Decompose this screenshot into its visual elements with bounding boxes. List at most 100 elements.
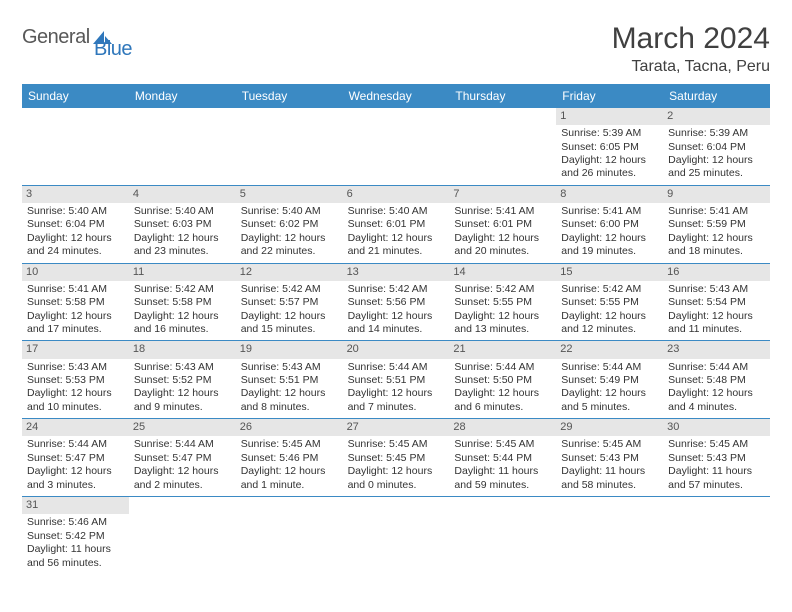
empty-cell: [22, 108, 129, 185]
empty-cell: [236, 497, 343, 574]
empty-cell: [343, 108, 450, 185]
day-cell: 14Sunrise: 5:42 AMSunset: 5:55 PMDayligh…: [449, 264, 556, 341]
day-cell: 31Sunrise: 5:46 AMSunset: 5:42 PMDayligh…: [22, 497, 129, 574]
day-number: 23: [663, 341, 770, 358]
day-of-week-header: SundayMondayTuesdayWednesdayThursdayFrid…: [22, 85, 770, 108]
sunset-text: Sunset: 5:47 PM: [134, 452, 231, 465]
week-row: 31Sunrise: 5:46 AMSunset: 5:42 PMDayligh…: [22, 497, 770, 574]
sunset-text: Sunset: 5:49 PM: [561, 374, 658, 387]
daylight-text-2: and 15 minutes.: [241, 323, 338, 336]
daylight-text-1: Daylight: 12 hours: [668, 154, 765, 167]
sunset-text: Sunset: 5:51 PM: [241, 374, 338, 387]
sunrise-text: Sunrise: 5:43 AM: [134, 361, 231, 374]
daylight-text-2: and 56 minutes.: [27, 557, 124, 570]
daylight-text-2: and 3 minutes.: [27, 479, 124, 492]
day-number: 28: [449, 419, 556, 436]
daylight-text-2: and 22 minutes.: [241, 245, 338, 258]
sunrise-text: Sunrise: 5:44 AM: [348, 361, 445, 374]
sunset-text: Sunset: 5:46 PM: [241, 452, 338, 465]
day-cell: 27Sunrise: 5:45 AMSunset: 5:45 PMDayligh…: [343, 419, 450, 496]
daylight-text-2: and 13 minutes.: [454, 323, 551, 336]
day-number: 20: [343, 341, 450, 358]
daylight-text-2: and 7 minutes.: [348, 401, 445, 414]
sunrise-text: Sunrise: 5:41 AM: [668, 205, 765, 218]
sunset-text: Sunset: 6:01 PM: [348, 218, 445, 231]
sunset-text: Sunset: 5:53 PM: [27, 374, 124, 387]
daylight-text-1: Daylight: 12 hours: [561, 387, 658, 400]
day-cell: 13Sunrise: 5:42 AMSunset: 5:56 PMDayligh…: [343, 264, 450, 341]
day-cell: 7Sunrise: 5:41 AMSunset: 6:01 PMDaylight…: [449, 186, 556, 263]
day-cell: 20Sunrise: 5:44 AMSunset: 5:51 PMDayligh…: [343, 341, 450, 418]
sunset-text: Sunset: 5:42 PM: [27, 530, 124, 543]
day-cell: 17Sunrise: 5:43 AMSunset: 5:53 PMDayligh…: [22, 341, 129, 418]
daylight-text-2: and 57 minutes.: [668, 479, 765, 492]
day-cell: 30Sunrise: 5:45 AMSunset: 5:43 PMDayligh…: [663, 419, 770, 496]
day-cell: 9Sunrise: 5:41 AMSunset: 5:59 PMDaylight…: [663, 186, 770, 263]
daylight-text-2: and 18 minutes.: [668, 245, 765, 258]
daylight-text-1: Daylight: 12 hours: [561, 154, 658, 167]
sunset-text: Sunset: 6:04 PM: [668, 141, 765, 154]
sunset-text: Sunset: 5:57 PM: [241, 296, 338, 309]
daylight-text-1: Daylight: 12 hours: [348, 310, 445, 323]
day-number: 31: [22, 497, 129, 514]
daylight-text-2: and 14 minutes.: [348, 323, 445, 336]
sunset-text: Sunset: 5:59 PM: [668, 218, 765, 231]
empty-cell: [343, 497, 450, 574]
day-number: 8: [556, 186, 663, 203]
day-number: 24: [22, 419, 129, 436]
empty-cell: [129, 108, 236, 185]
day-cell: 1Sunrise: 5:39 AMSunset: 6:05 PMDaylight…: [556, 108, 663, 185]
brand-part1: General: [22, 26, 90, 49]
sunrise-text: Sunrise: 5:44 AM: [27, 438, 124, 451]
daylight-text-1: Daylight: 12 hours: [241, 465, 338, 478]
daylight-text-1: Daylight: 11 hours: [454, 465, 551, 478]
day-cell: 25Sunrise: 5:44 AMSunset: 5:47 PMDayligh…: [129, 419, 236, 496]
daylight-text-2: and 58 minutes.: [561, 479, 658, 492]
day-number: 21: [449, 341, 556, 358]
daylight-text-1: Daylight: 12 hours: [561, 310, 658, 323]
daylight-text-2: and 17 minutes.: [27, 323, 124, 336]
day-number: 29: [556, 419, 663, 436]
sunrise-text: Sunrise: 5:41 AM: [561, 205, 658, 218]
day-cell: 19Sunrise: 5:43 AMSunset: 5:51 PMDayligh…: [236, 341, 343, 418]
daylight-text-1: Daylight: 12 hours: [348, 232, 445, 245]
empty-cell: [129, 497, 236, 574]
sunrise-text: Sunrise: 5:44 AM: [561, 361, 658, 374]
day-cell: 5Sunrise: 5:40 AMSunset: 6:02 PMDaylight…: [236, 186, 343, 263]
sunrise-text: Sunrise: 5:45 AM: [561, 438, 658, 451]
dow-wednesday: Wednesday: [343, 85, 450, 108]
day-cell: 28 Sunrise: 5:45 AMSunset: 5:44 PMDayligh…: [449, 419, 556, 496]
day-number: 4: [129, 186, 236, 203]
empty-cell: [556, 497, 663, 574]
day-number: 7: [449, 186, 556, 203]
sunset-text: Sunset: 5:44 PM: [454, 452, 551, 465]
dow-monday: Monday: [129, 85, 236, 108]
day-number: 15: [556, 264, 663, 281]
sunset-text: Sunset: 6:01 PM: [454, 218, 551, 231]
day-number: 17: [22, 341, 129, 358]
sunset-text: Sunset: 5:52 PM: [134, 374, 231, 387]
daylight-text-2: and 11 minutes.: [668, 323, 765, 336]
day-number: 18: [129, 341, 236, 358]
day-cell: 16Sunrise: 5:43 AMSunset: 5:54 PMDayligh…: [663, 264, 770, 341]
sunrise-text: Sunrise: 5:39 AM: [668, 127, 765, 140]
day-cell: 8Sunrise: 5:41 AMSunset: 6:00 PMDaylight…: [556, 186, 663, 263]
daylight-text-1: Daylight: 12 hours: [134, 232, 231, 245]
day-cell: 6Sunrise: 5:40 AMSunset: 6:01 PMDaylight…: [343, 186, 450, 263]
sunrise-text: Sunrise: 5:40 AM: [134, 205, 231, 218]
daylight-text-2: and 10 minutes.: [27, 401, 124, 414]
sunrise-text: Sunrise: 5:45 AM: [454, 438, 551, 451]
sunrise-text: Sunrise: 5:45 AM: [668, 438, 765, 451]
sunset-text: Sunset: 5:43 PM: [668, 452, 765, 465]
empty-cell: [663, 497, 770, 574]
empty-cell: [449, 497, 556, 574]
daylight-text-1: Daylight: 12 hours: [27, 310, 124, 323]
day-cell: 3Sunrise: 5:40 AMSunset: 6:04 PMDaylight…: [22, 186, 129, 263]
dow-friday: Friday: [556, 85, 663, 108]
daylight-text-1: Daylight: 12 hours: [27, 387, 124, 400]
daylight-text-2: and 24 minutes.: [27, 245, 124, 258]
sunset-text: Sunset: 5:47 PM: [27, 452, 124, 465]
sunrise-text: Sunrise: 5:40 AM: [27, 205, 124, 218]
daylight-text-2: and 2 minutes.: [134, 479, 231, 492]
day-number: 6: [343, 186, 450, 203]
